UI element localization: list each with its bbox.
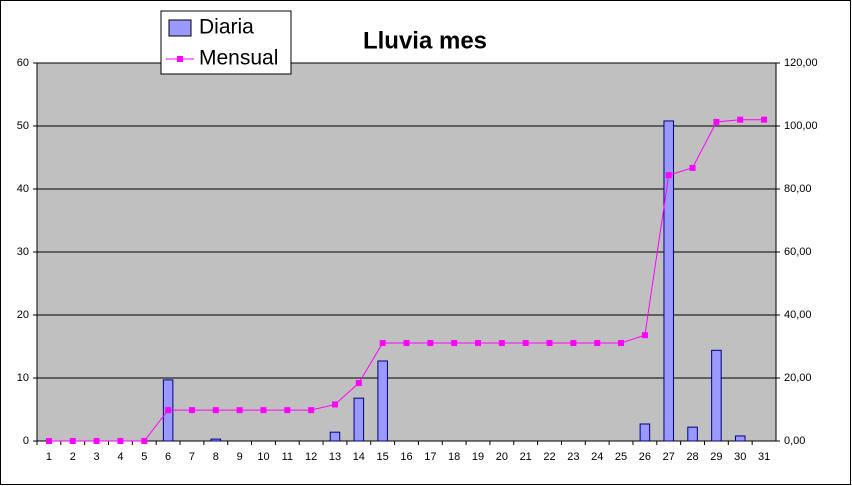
- x-tick-label: 18: [448, 451, 460, 463]
- x-tick-label: 15: [377, 451, 389, 463]
- bar: [663, 120, 674, 442]
- x-tick-label: 7: [189, 451, 195, 463]
- marker: [212, 407, 219, 414]
- y-tick-label: 30: [17, 246, 29, 258]
- legend-label: Diaria: [199, 16, 254, 39]
- marker: [522, 340, 529, 347]
- legend-label: Mensual: [199, 47, 278, 70]
- x-tick-label: 10: [257, 451, 269, 463]
- marker: [284, 407, 291, 414]
- marker: [141, 438, 148, 444]
- x-tick-label: 27: [663, 451, 675, 463]
- bar: [711, 349, 722, 442]
- x-tick-label: 31: [758, 451, 770, 463]
- bar: [210, 438, 222, 442]
- x-tick-label: 19: [472, 451, 484, 463]
- y2-tick-label: 40,00: [784, 309, 812, 321]
- x-tick-label: 13: [329, 451, 341, 463]
- marker: [570, 340, 577, 347]
- marker: [689, 164, 696, 171]
- marker: [308, 407, 315, 414]
- x-tick-label: 2: [70, 451, 76, 463]
- marker: [379, 340, 386, 347]
- y2-tick-label: 0,00: [784, 435, 805, 447]
- x-tick-label: 3: [94, 451, 100, 463]
- y-tick-label: 20: [17, 309, 29, 321]
- y2-tick-label: 100,00: [784, 120, 818, 132]
- x-tick-label: 12: [305, 451, 317, 463]
- x-tick-label: 26: [639, 451, 651, 463]
- marker: [594, 340, 601, 347]
- marker: [475, 340, 482, 347]
- x-tick-label: 9: [237, 451, 243, 463]
- y-tick-label: 50: [17, 120, 29, 132]
- marker: [236, 407, 243, 414]
- x-tick-label: 22: [543, 451, 555, 463]
- marker: [69, 438, 76, 444]
- x-tick-label: 16: [400, 451, 412, 463]
- x-tick-label: 8: [213, 451, 219, 463]
- bar: [329, 431, 341, 442]
- y2-tick-label: 20,00: [784, 372, 812, 384]
- marker: [737, 116, 744, 123]
- y-tick-label: 10: [17, 372, 29, 384]
- marker: [546, 340, 553, 347]
- x-tick-label: 23: [567, 451, 579, 463]
- marker: [665, 172, 672, 179]
- x-tick-label: 25: [615, 451, 627, 463]
- bar: [687, 426, 698, 442]
- bar: [353, 397, 365, 442]
- x-tick-label: 20: [496, 451, 508, 463]
- y2-tick-label: 80,00: [784, 183, 812, 195]
- marker: [188, 407, 195, 414]
- x-tick-label: 1: [46, 451, 52, 463]
- x-tick-label: 28: [686, 451, 698, 463]
- x-tick-label: 5: [141, 451, 147, 463]
- x-tick-label: 6: [165, 451, 171, 463]
- marker: [498, 340, 505, 347]
- marker: [641, 332, 648, 339]
- bar: [639, 423, 651, 442]
- x-tick-label: 29: [710, 451, 722, 463]
- y-tick-label: 60: [17, 57, 29, 69]
- y2-tick-label: 60,00: [784, 246, 812, 258]
- y-tick-label: 40: [17, 183, 29, 195]
- marker: [165, 407, 172, 414]
- marker: [93, 438, 100, 444]
- x-tick-label: 14: [353, 451, 365, 463]
- x-tick-label: 24: [591, 451, 603, 463]
- x-tick-label: 21: [520, 451, 532, 463]
- legend-swatch: [168, 19, 192, 37]
- y-tick-label: 0: [23, 435, 29, 447]
- marker: [713, 118, 720, 125]
- marker: [45, 438, 52, 444]
- marker: [331, 401, 338, 408]
- chart-title: Lluvia mes: [363, 27, 487, 54]
- bar: [377, 360, 388, 442]
- marker: [618, 340, 625, 347]
- x-tick-label: 30: [734, 451, 746, 463]
- marker: [403, 340, 410, 347]
- legend-swatch: [177, 56, 183, 62]
- marker: [451, 340, 458, 347]
- x-tick-label: 17: [424, 451, 436, 463]
- marker: [260, 407, 267, 414]
- x-tick-label: 4: [117, 451, 123, 463]
- marker: [117, 438, 124, 444]
- marker: [427, 340, 434, 347]
- marker: [355, 380, 362, 387]
- bar: [734, 435, 746, 442]
- x-tick-label: 11: [282, 451, 293, 463]
- marker: [761, 116, 768, 123]
- y2-tick-label: 120,00: [784, 57, 818, 69]
